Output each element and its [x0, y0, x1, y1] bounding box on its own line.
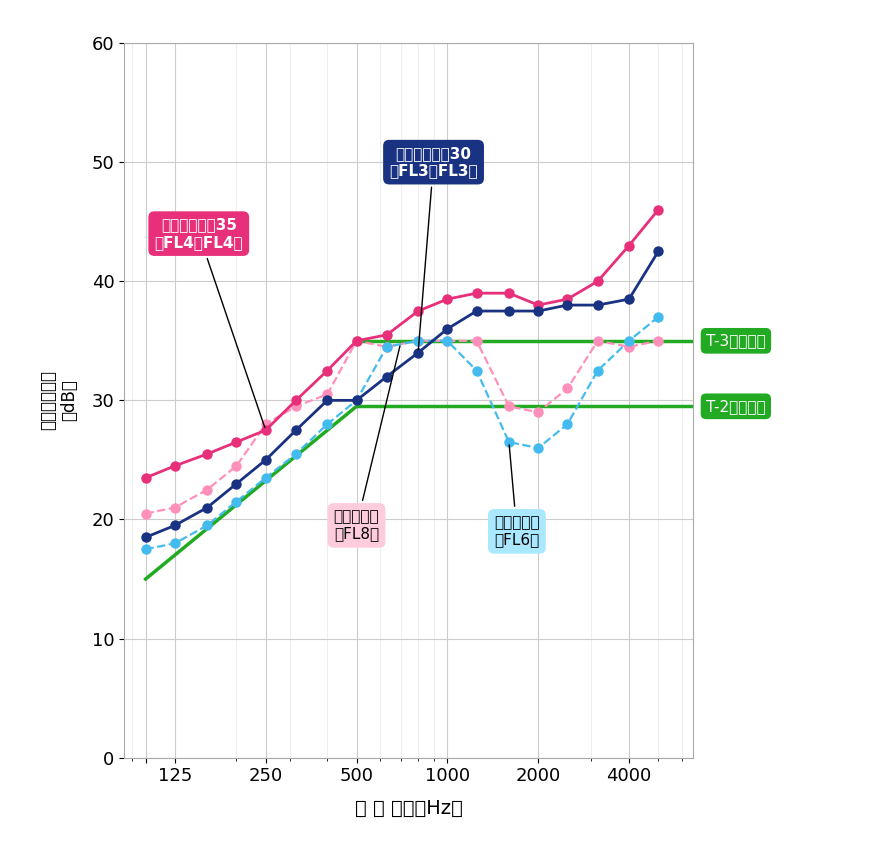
Text: ラミシャット35
（FL4＋FL4）: ラミシャット35 （FL4＋FL4） [155, 218, 265, 428]
Y-axis label: 音響透過損失
（dB）: 音響透過損失 （dB） [39, 370, 78, 430]
Text: ラミシャット30
（FL3＋FL3）: ラミシャット30 （FL3＋FL3） [389, 146, 478, 350]
Text: T-3等級相当: T-3等級相当 [706, 333, 765, 349]
Text: 単板ガラス
（FL6）: 単板ガラス （FL6） [494, 445, 540, 548]
Text: T-2等級相当: T-2等級相当 [706, 399, 765, 414]
Text: 単板ガラス
（FL8）: 単板ガラス （FL8） [334, 346, 400, 542]
X-axis label: 周 波 数　（Hz）: 周 波 数 （Hz） [354, 799, 463, 818]
